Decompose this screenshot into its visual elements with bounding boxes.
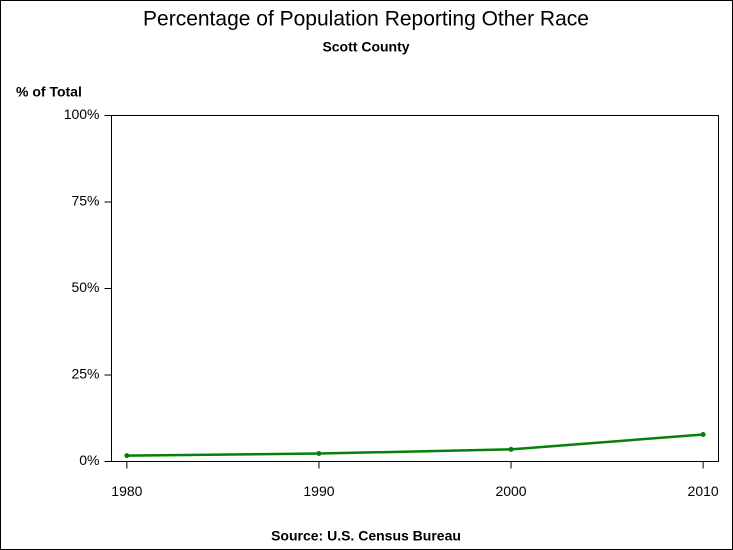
chart-title: Percentage of Population Reporting Other… bbox=[143, 8, 589, 31]
y-tick-label: 25% bbox=[71, 366, 99, 382]
x-tick-label: 1990 bbox=[303, 483, 334, 499]
y-tick-label: 75% bbox=[71, 193, 99, 209]
x-tick-label: 1980 bbox=[111, 483, 142, 499]
data-point bbox=[508, 446, 514, 452]
footnote: Source: U.S. Census Bureau bbox=[271, 528, 461, 544]
y-axis-label: % of Total bbox=[16, 84, 82, 100]
y-tick-label: 50% bbox=[71, 279, 99, 295]
x-tick-label: 2000 bbox=[495, 483, 526, 499]
data-point bbox=[700, 432, 706, 438]
chart-subtitle: Scott County bbox=[322, 39, 409, 55]
data-line bbox=[126, 433, 704, 457]
y-tick-label: 100% bbox=[64, 106, 100, 122]
y-tick-label: 0% bbox=[79, 452, 99, 468]
x-tick-label: 2010 bbox=[688, 483, 719, 499]
data-point bbox=[316, 451, 322, 457]
data-point bbox=[124, 453, 130, 459]
plot-frame bbox=[111, 115, 719, 462]
